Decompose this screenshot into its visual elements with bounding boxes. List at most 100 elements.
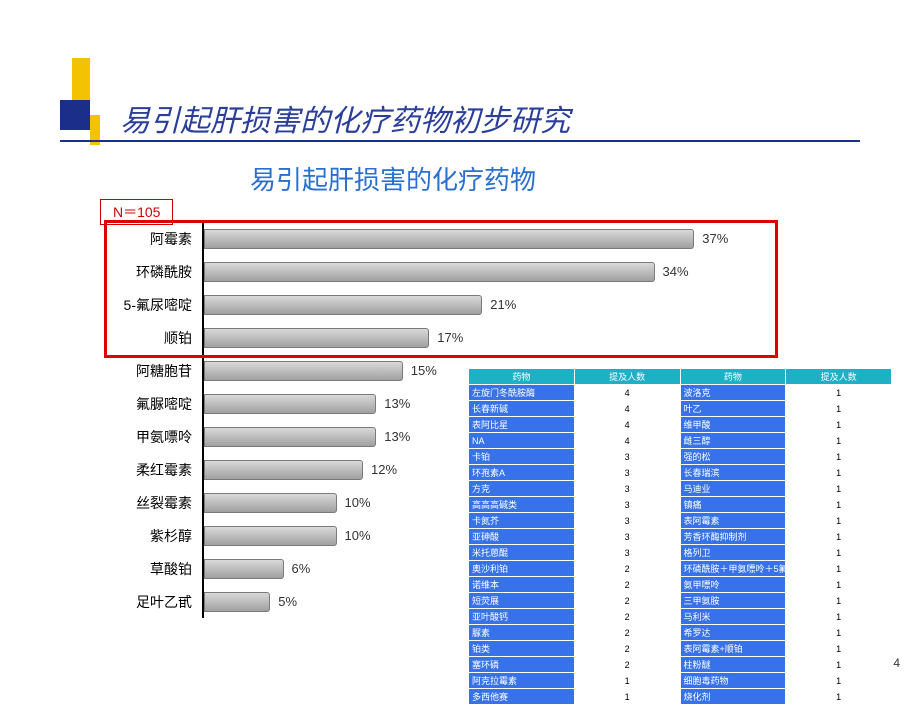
page-number: 4 — [893, 656, 900, 670]
drug-cell: 格列卫 — [680, 545, 786, 561]
drug-cell: 亚砷酸 — [469, 529, 575, 545]
drug-cell: 表阿比星 — [469, 417, 575, 433]
drug-cell: 叶乙 — [680, 401, 786, 417]
count-cell: 1 — [786, 641, 892, 657]
bar-category: 足叶乙甙 — [102, 592, 202, 612]
drug-cell: 烧化剂 — [680, 689, 786, 705]
drug-cell: 雌三醇 — [680, 433, 786, 449]
table-header: 药物 — [469, 369, 575, 385]
bar-value: 21% — [490, 297, 516, 312]
count-cell: 1 — [786, 449, 892, 465]
bar-value: 34% — [663, 264, 689, 279]
drug-cell: 强的松 — [680, 449, 786, 465]
table-row: 短荧展2三甲氨胺1 — [469, 593, 892, 609]
drug-cell: 短荧展 — [469, 593, 575, 609]
count-cell: 1 — [786, 529, 892, 545]
drug-cell: 长春新碱 — [469, 401, 575, 417]
count-cell: 3 — [574, 465, 680, 481]
drug-cell: 马迪业 — [680, 481, 786, 497]
table-row: 长春新碱4叶乙1 — [469, 401, 892, 417]
drug-cell: 方克 — [469, 481, 575, 497]
bar — [204, 427, 376, 447]
drug-cell: 铂类 — [469, 641, 575, 657]
count-cell: 1 — [786, 433, 892, 449]
chart-title: 易引起肝损害的化疗药物 — [250, 160, 536, 197]
table-row: 卡氮芥3表阿霉素1 — [469, 513, 892, 529]
drug-cell: 波洛克 — [680, 385, 786, 401]
bar-value: 10% — [345, 495, 371, 510]
drug-cell: 多西他赛 — [469, 689, 575, 705]
count-cell: 3 — [574, 545, 680, 561]
table-row: 方克3马迪业1 — [469, 481, 892, 497]
bar — [204, 394, 376, 414]
drug-cell: 柱粉醚 — [680, 657, 786, 673]
drug-cell: 亚叶酸钙 — [469, 609, 575, 625]
count-cell: 4 — [574, 433, 680, 449]
table-row: 环孢素A3长春瑞滨1 — [469, 465, 892, 481]
count-cell: 1 — [786, 657, 892, 673]
count-cell: 1 — [574, 673, 680, 689]
count-cell: 1 — [786, 625, 892, 641]
bar-row: 阿霉素 37% — [102, 222, 742, 255]
count-cell: 2 — [574, 657, 680, 673]
bar-value: 10% — [345, 528, 371, 543]
count-cell: 1 — [786, 673, 892, 689]
table-row: 亚砷酸3芳香环酶抑制剂1 — [469, 529, 892, 545]
bar-category: 草酸铂 — [102, 559, 202, 579]
bar — [204, 559, 284, 579]
count-cell: 1 — [786, 689, 892, 705]
count-cell: 4 — [574, 385, 680, 401]
table-row: 阿克拉霉素1细胞毒药物1 — [469, 673, 892, 689]
count-cell: 3 — [574, 529, 680, 545]
bar-value: 17% — [437, 330, 463, 345]
drug-cell: 芳香环酶抑制剂 — [680, 529, 786, 545]
count-cell: 4 — [574, 401, 680, 417]
count-cell: 3 — [574, 481, 680, 497]
bar-category: 柔红霉素 — [102, 460, 202, 480]
drug-cell: 三甲氨胺 — [680, 593, 786, 609]
bar-value: 37% — [702, 231, 728, 246]
bar — [204, 295, 482, 315]
bar-category: 阿霉素 — [102, 229, 202, 249]
count-cell: 1 — [786, 497, 892, 513]
drug-cell: 氨甲嘌呤 — [680, 577, 786, 593]
drug-cell: 环磷酰胺＋甲氨嘌呤＋5氟尿嘧啶 — [680, 561, 786, 577]
bar-row: 5-氟尿嘧啶21% — [102, 288, 742, 321]
drug-cell: 希罗达 — [680, 625, 786, 641]
count-cell: 1 — [786, 481, 892, 497]
count-cell: 1 — [786, 465, 892, 481]
bar-category: 环磷酰胺 — [102, 262, 202, 282]
drug-table: 药物提及人数药物提及人数左旋门冬酰胺酶4波洛克1长春新碱4叶乙1表阿比星4维甲酸… — [468, 368, 892, 705]
count-cell: 1 — [786, 545, 892, 561]
table-row: 亚叶酸钙2马利米1 — [469, 609, 892, 625]
bar-row: 环磷酰胺 34% — [102, 255, 742, 288]
bar-category: 氟脲嘧啶 — [102, 394, 202, 414]
decor-block-navy — [60, 100, 90, 130]
table-row: 铂类2表阿霉素+顺铂1 — [469, 641, 892, 657]
count-cell: 1 — [786, 561, 892, 577]
drug-cell: 脲素 — [469, 625, 575, 641]
count-cell: 2 — [574, 641, 680, 657]
bar-value: 13% — [384, 429, 410, 444]
count-cell: 3 — [574, 513, 680, 529]
bar-value: 5% — [278, 594, 297, 609]
count-cell: 2 — [574, 561, 680, 577]
bar-value: 13% — [384, 396, 410, 411]
count-cell: 1 — [786, 577, 892, 593]
drug-cell: 塞环磷 — [469, 657, 575, 673]
bar-category: 甲氨嘌呤 — [102, 427, 202, 447]
table-row: NA4雌三醇1 — [469, 433, 892, 449]
count-cell: 1 — [786, 385, 892, 401]
table-row: 高高高碱类3镇痛1 — [469, 497, 892, 513]
drug-cell: 诺维本 — [469, 577, 575, 593]
drug-cell: 镇痛 — [680, 497, 786, 513]
bar-category: 顺铂 — [102, 328, 202, 348]
table-row: 左旋门冬酰胺酶4波洛克1 — [469, 385, 892, 401]
table-row: 表阿比星4维甲酸1 — [469, 417, 892, 433]
count-cell: 1 — [786, 417, 892, 433]
bar-value: 12% — [371, 462, 397, 477]
count-cell: 2 — [574, 593, 680, 609]
bar-value: 6% — [292, 561, 311, 576]
table-row: 塞环磷2柱粉醚1 — [469, 657, 892, 673]
table-row: 多西他赛1烧化剂1 — [469, 689, 892, 705]
